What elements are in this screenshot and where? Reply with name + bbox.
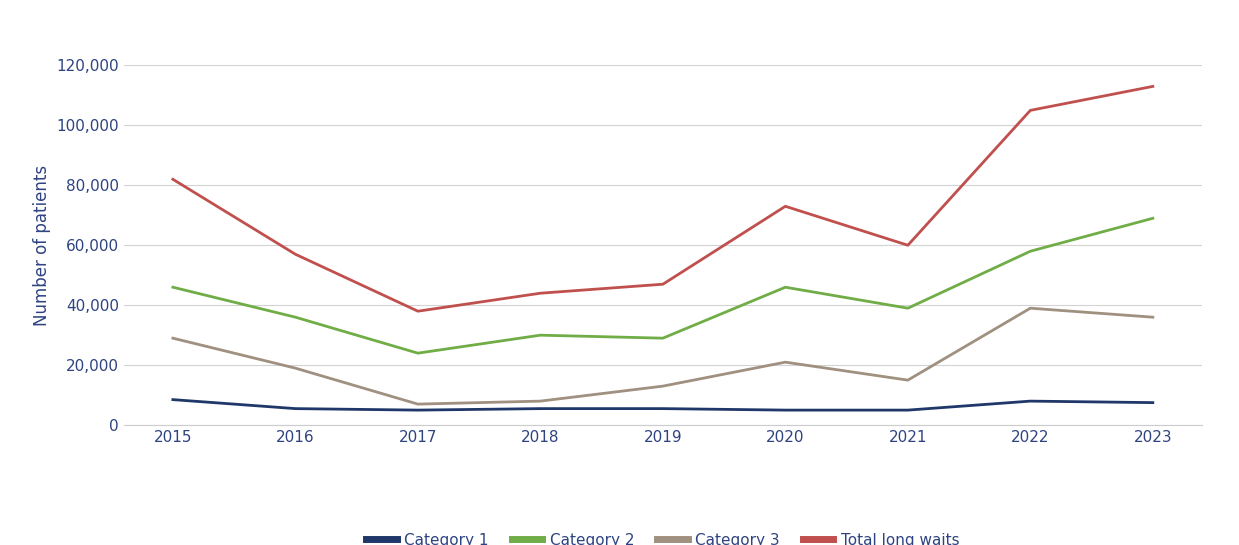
Line: Category 1: Category 1 bbox=[173, 399, 1152, 410]
Category 2 bbox=[410, 350, 425, 356]
Line: Category 2: Category 2 bbox=[173, 218, 1152, 353]
Category 3 bbox=[901, 377, 916, 384]
Total long waits bbox=[287, 251, 302, 257]
Category 1 bbox=[655, 405, 670, 412]
Category 2 bbox=[655, 335, 670, 341]
Total long waits bbox=[1145, 83, 1160, 89]
Category 1 bbox=[778, 407, 793, 413]
Legend: Category 1, Category 2, Category 3, Total long waits: Category 1, Category 2, Category 3, Tota… bbox=[359, 527, 966, 545]
Category 1 bbox=[901, 407, 916, 413]
Category 1 bbox=[533, 405, 548, 412]
Line: Total long waits: Total long waits bbox=[173, 86, 1152, 311]
Category 3 bbox=[287, 365, 302, 372]
Category 3 bbox=[533, 398, 548, 404]
Category 3 bbox=[655, 383, 670, 389]
Category 2 bbox=[533, 332, 548, 338]
Category 2 bbox=[778, 284, 793, 290]
Category 1 bbox=[1145, 399, 1160, 406]
Category 2 bbox=[166, 284, 181, 290]
Total long waits bbox=[533, 290, 548, 296]
Category 1 bbox=[287, 405, 302, 412]
Category 2 bbox=[1023, 248, 1038, 255]
Y-axis label: Number of patients: Number of patients bbox=[33, 165, 51, 326]
Category 2 bbox=[901, 305, 916, 311]
Category 2 bbox=[1145, 215, 1160, 221]
Total long waits bbox=[901, 242, 916, 249]
Total long waits bbox=[410, 308, 425, 314]
Category 3 bbox=[410, 401, 425, 408]
Total long waits bbox=[778, 203, 793, 209]
Category 3 bbox=[778, 359, 793, 365]
Category 3 bbox=[1145, 314, 1160, 320]
Total long waits bbox=[166, 176, 181, 183]
Line: Category 3: Category 3 bbox=[173, 308, 1152, 404]
Category 1 bbox=[166, 396, 181, 403]
Category 3 bbox=[166, 335, 181, 341]
Total long waits bbox=[655, 281, 670, 287]
Category 2 bbox=[287, 314, 302, 320]
Total long waits bbox=[1023, 107, 1038, 113]
Category 1 bbox=[410, 407, 425, 413]
Category 1 bbox=[1023, 398, 1038, 404]
Category 3 bbox=[1023, 305, 1038, 311]
